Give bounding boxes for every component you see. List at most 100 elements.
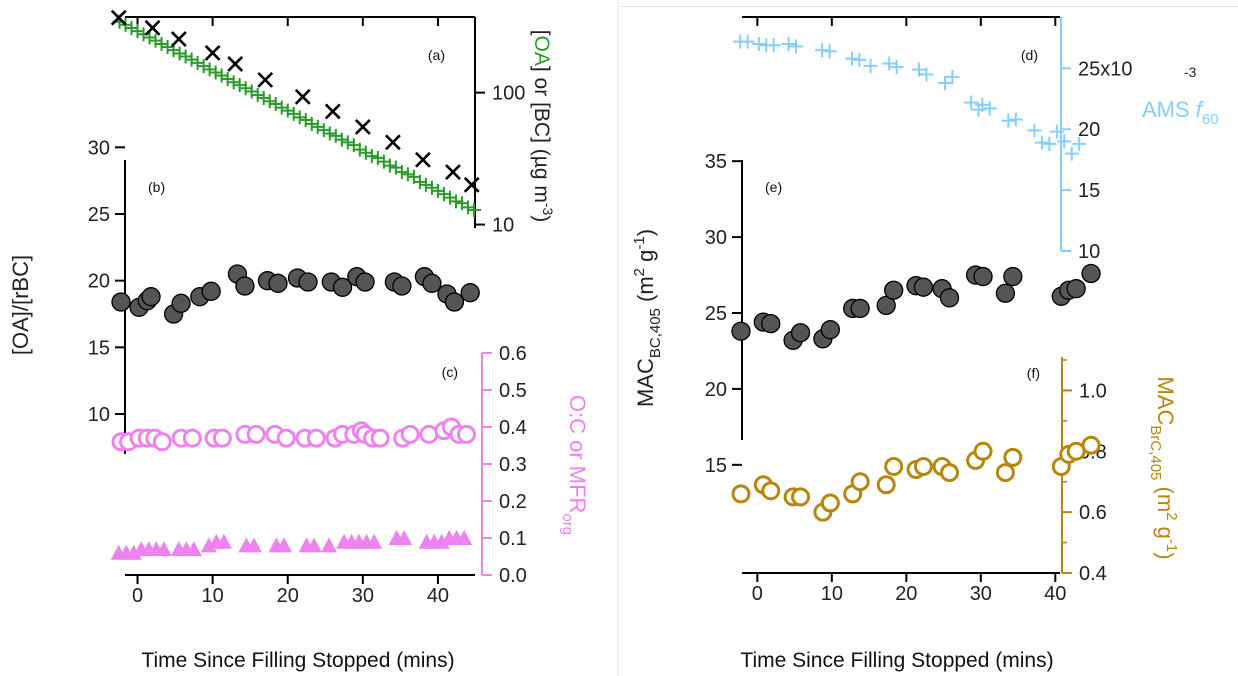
panel-a-point [124,21,139,36]
panel-a-point [142,30,157,45]
panel-e-y-label-sup1: 2 [631,268,648,276]
panel-d-point [1057,134,1072,149]
panel-a-point [154,36,169,51]
panel-f-axis-title-sup1: 2 [1163,512,1180,520]
panel-a-point [250,87,265,102]
panel-e-point [939,288,960,308]
panel-a-point [204,45,221,61]
panel-f-axis-title-close: ) [1153,552,1178,559]
panel-a-point [316,123,331,138]
panel-e-point [1081,263,1101,284]
panel-a-point [352,142,367,157]
panel-b-point [171,293,191,313]
panel-a-point [170,31,187,47]
panel-d-y-tick-label: 25x10 [1078,58,1133,80]
panel-c-x-label: Time Since Filling Stopped (mins) [141,649,454,672]
panel-b-point [235,276,255,296]
panel-c-point [456,424,476,444]
panel-f-axis-title-sub: BrC,405 [1147,425,1164,480]
panel-c-point [215,533,232,549]
panel-d-y-tick-label: 20 [1078,119,1100,141]
panel-c-point [275,537,292,553]
panel-c-point [245,537,262,553]
panel-b-y-tick-label: 10 [88,404,110,426]
panel-e-y-tick-label: 30 [705,227,727,249]
panel-a-point [286,106,301,121]
panel-a-y-tick-label: 10 [492,215,514,237]
panel-f-point [820,493,840,513]
panel-a-point [227,56,244,72]
panel-a-label: (a) [428,47,445,63]
panel-a-point [445,164,461,180]
panel-a-point [220,71,235,86]
panel-d-point [863,58,878,73]
panel-f-x-tick-label: 30 [970,583,992,605]
panel-d-axis-title-italic: f [1196,97,1205,122]
panel-c-point [321,537,338,553]
panel-c-point [400,424,420,444]
panel-f-axis-title-rest: (m [1153,480,1178,512]
panel-e-y-label-sup2: -1 [631,236,648,249]
panel-e-y-tick-label: 20 [705,379,727,401]
panel-e-point [884,280,904,300]
panel-a-point [160,39,175,54]
panel-d-point [882,56,897,71]
panel-d-point [1049,124,1064,139]
panel-c-x-tick-label: 0 [132,585,143,607]
panel-a-axis-title-oa: OA [530,36,553,66]
panel-b-point [298,272,318,292]
panel-b-point [460,283,480,303]
panel-a-point [322,126,337,141]
panel-c-point [366,533,383,549]
panel-a-point [292,110,307,125]
panel-a-point [424,180,439,195]
panel-b-point [392,276,412,296]
panel-d-point [911,62,926,77]
panel-f-point [876,475,896,495]
panel-a-axis-title-suffix: ] or [BC] (µg m [530,66,553,203]
panel-c-point [370,428,390,448]
panel-f-axis-title-sup2: -1 [1163,539,1180,552]
panel-b-y-tick-label: 25 [88,204,110,226]
panel-a-axis-title-close: ) [530,215,553,222]
panel-a-point [324,103,341,120]
panel-d-axis-title: AMS f60 [1142,97,1219,128]
panel-b-point [141,287,161,307]
panel-d-point [975,97,990,112]
panel-c-y-tick-label: 0.6 [499,343,527,365]
panel-a-point [364,149,379,164]
panel-c-point [276,428,296,448]
panel-a-point [268,97,283,112]
panel-f-y-tick-label: 1.0 [1079,380,1107,402]
panel-a-point [294,88,311,105]
panel-a-point [232,78,247,93]
panel-a-point [384,134,401,151]
panel-a-point [418,177,433,192]
panel-c-x-tick-label: 20 [277,585,299,607]
panel-a-point [172,46,187,61]
panel-a-point [460,200,475,215]
panel-e-point [850,298,870,319]
panel-a-point [136,27,151,42]
panel-a-point [262,94,277,109]
panel-a-point [226,75,241,90]
panel-a-point [244,84,259,99]
panel-e-y-label-main: MAC [633,358,658,407]
panel-f-point [761,481,781,501]
panel-d-point [751,37,766,51]
panel-a-point [280,103,295,118]
panel-c-y-tick-label: 0.1 [499,528,527,550]
panel-a-point [304,116,319,131]
panel-c-point [185,541,202,557]
panel-c-label: (c) [442,364,458,380]
panel-f-x-tick-label: 40 [1044,583,1066,605]
panel-d-y-tick-label: 15 [1078,180,1100,202]
panel-c-point [396,530,413,545]
panel-e: 15 20 25 30 35 (e) MACBC,405 (m2 g-1) [631,151,1101,477]
panel-a-point [463,176,480,193]
panel-d-point [889,60,904,75]
panel-e-point [876,295,896,316]
